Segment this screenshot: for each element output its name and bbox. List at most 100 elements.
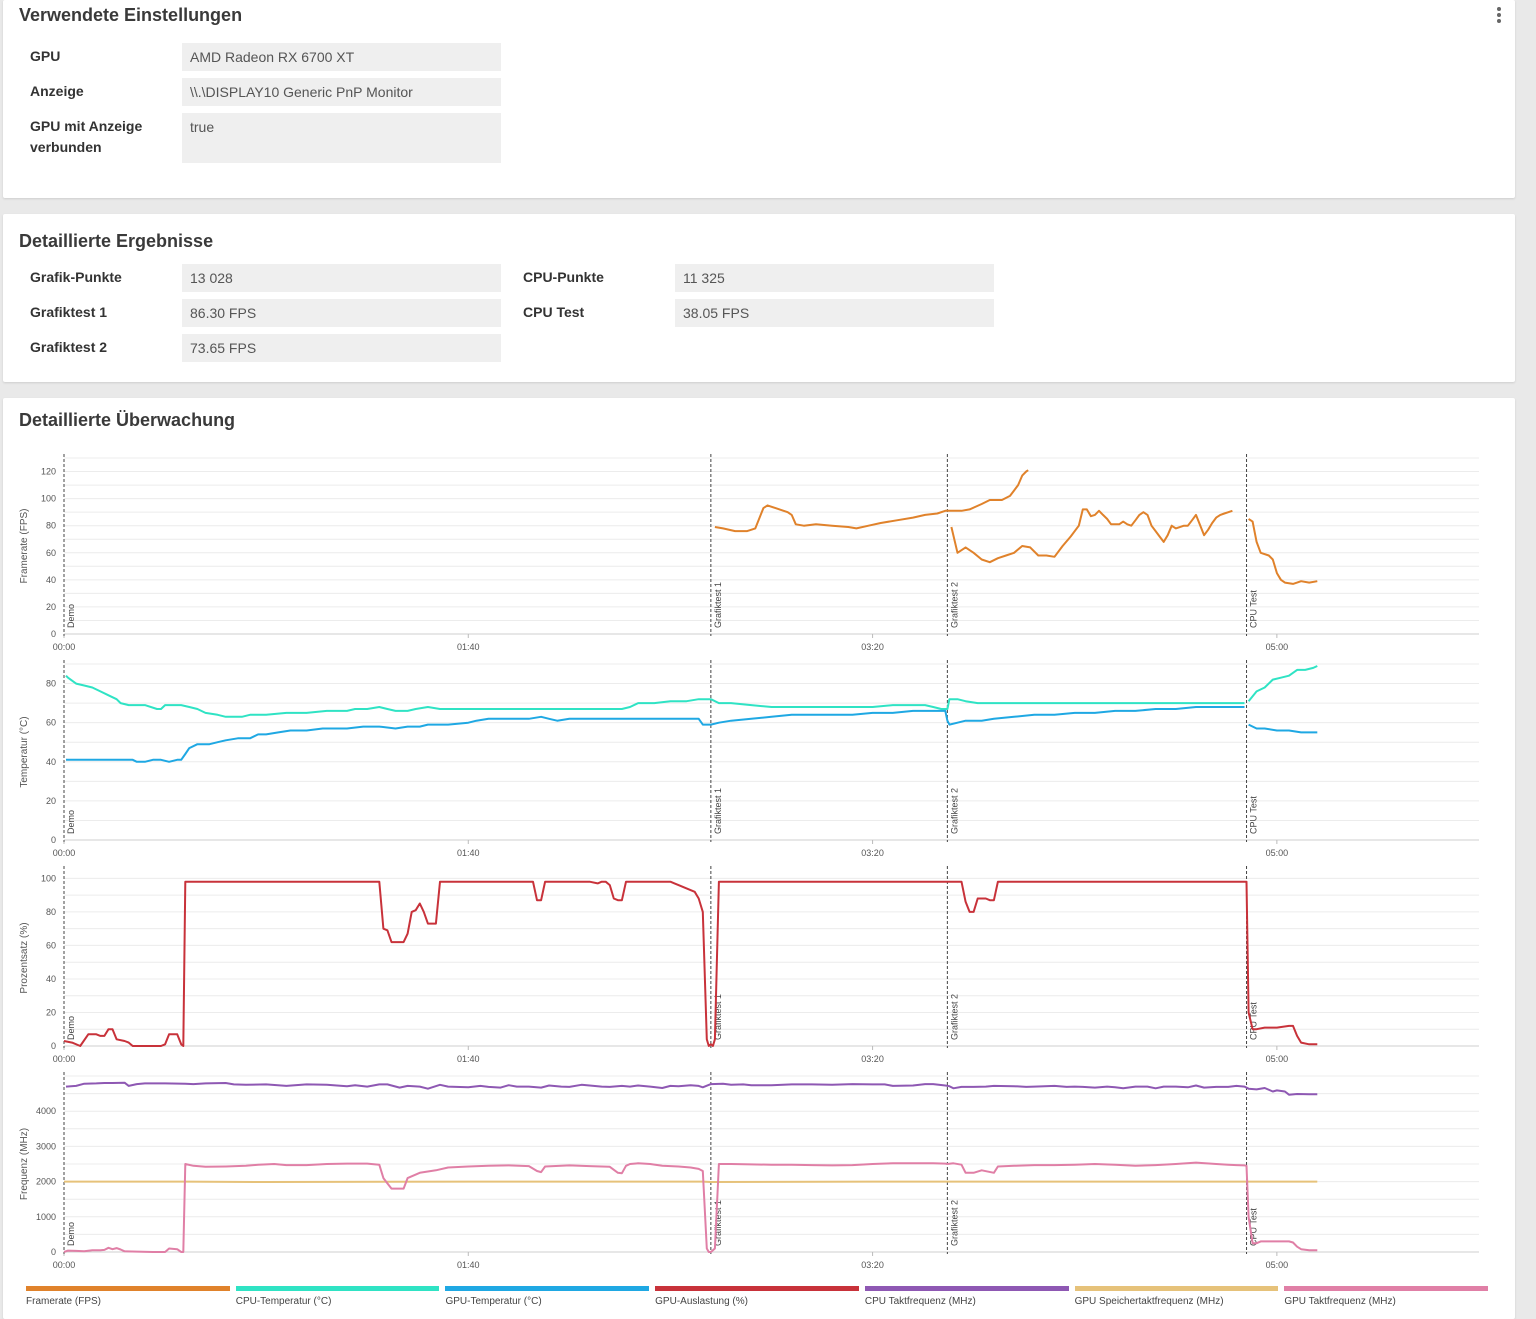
legend-item-gpu_clock[interactable]: GPU Taktfrequenz (MHz) <box>1284 1286 1489 1314</box>
results-value-graphics-test-1: 86.30 FPS <box>182 299 501 327</box>
series-line-cpu_clock <box>65 1081 1318 1096</box>
y-tick-label: 0 <box>51 835 56 845</box>
series-line-gpu_temp <box>66 706 1245 763</box>
x-tick-label: 03:20 <box>861 848 884 858</box>
x-tick-label: 05:00 <box>1266 848 1289 858</box>
series-line-gpu_clock <box>63 1161 1318 1253</box>
y-tick-label: 100 <box>41 494 56 504</box>
y-tick-label: 40 <box>46 575 56 585</box>
legend-label: GPU Speichertaktfrequenz (MHz) <box>1074 1296 1224 1307</box>
results-value-cpu-test: 38.05 FPS <box>675 299 994 327</box>
results-value-graphics-score: 13 028 <box>182 264 501 292</box>
y-tick-label: 80 <box>46 679 56 689</box>
y-tick-label: 20 <box>46 602 56 612</box>
chart-panel-0: 0 20 40 60 80 100 120 Framerate (FPS) 00:00 01:40… <box>19 454 1479 652</box>
legend-label: GPU-Auslastung (%) <box>655 1296 748 1307</box>
y-tick-label: 20 <box>46 1007 56 1017</box>
y-tick-label: 120 <box>41 467 56 477</box>
x-tick-label: 00:00 <box>53 642 76 652</box>
series-line-gpu_load <box>63 880 1318 1047</box>
y-axis-label: Prozentsatz (%) <box>19 922 30 993</box>
legend-label: CPU Taktfrequenz (MHz) <box>864 1296 976 1307</box>
series-line-framerate <box>714 469 1029 533</box>
y-tick-label: 20 <box>46 796 56 806</box>
legend-item-framerate[interactable]: Framerate (FPS) <box>26 1286 230 1314</box>
results-label-graphics-test-2: Grafiktest 2 <box>30 339 108 355</box>
settings-label-gpu: GPU <box>30 48 61 64</box>
y-axis-label: Frequenz (MHz) <box>19 1128 30 1200</box>
series-line-framerate <box>950 508 1233 564</box>
legend-label: GPU Taktfrequenz (MHz) <box>1284 1296 1396 1307</box>
chart-legend: Framerate (FPS) CPU-Temperatur (°C) GPU-Te… <box>26 1286 1489 1314</box>
chart-panel-1: 0 20 40 60 80 Temperatur (°C) 00:00 01:40 03:20 0… <box>19 660 1479 858</box>
x-tick-label: 00:00 <box>53 1054 76 1064</box>
legend-item-cpu_clock[interactable]: CPU Taktfrequenz (MHz) <box>864 1286 1069 1314</box>
y-tick-label: 40 <box>46 757 56 767</box>
legend-label: CPU-Temperatur (°C) <box>235 1296 332 1307</box>
results-label-graphics-score: Grafik-Punkte <box>30 269 122 285</box>
phase-marker-label: CPU Test <box>1249 796 1259 834</box>
more-options-icon[interactable] <box>1497 7 1501 23</box>
phase-marker-label: Grafiktest 1 <box>713 582 723 628</box>
results-card: Detaillierte Ergebnisse Grafik-Punkte 13… <box>3 214 1515 382</box>
y-tick-label: 0 <box>51 629 56 639</box>
phase-marker-label: CPU Test <box>1249 590 1259 628</box>
chart-panel-2: 0 20 40 60 80 100 Prozentsatz (%) 00:00 01:40 03:… <box>19 866 1479 1064</box>
phase-marker-label: Grafiktest 2 <box>949 1200 959 1246</box>
legend-swatch <box>1074 1286 1279 1291</box>
results-label-graphics-test-1: Grafiktest 1 <box>30 304 108 320</box>
legend-swatch <box>445 1286 650 1291</box>
x-tick-label: 01:40 <box>457 1260 480 1270</box>
settings-label-connected: GPU mit Anzeige verbunden <box>30 118 143 155</box>
y-tick-label: 3000 <box>36 1141 56 1151</box>
legend-label: GPU-Temperatur (°C) <box>445 1296 542 1307</box>
settings-value-gpu: AMD Radeon RX 6700 XT <box>182 43 501 71</box>
x-tick-label: 05:00 <box>1266 1260 1289 1270</box>
results-title: Detaillierte Ergebnisse <box>19 231 214 251</box>
y-axis-label: Temperatur (°C) <box>19 716 30 787</box>
y-tick-label: 60 <box>46 718 56 728</box>
phase-marker-label: Demo <box>66 810 76 834</box>
settings-value-display: \\.\DISPLAY10 Generic PnP Monitor <box>182 78 501 106</box>
x-tick-label: 00:00 <box>53 848 76 858</box>
y-tick-label: 60 <box>46 548 56 558</box>
legend-item-gpu_temp[interactable]: GPU-Temperatur (°C) <box>445 1286 650 1314</box>
legend-item-gpu_load[interactable]: GPU-Auslastung (%) <box>655 1286 859 1314</box>
series-line-cpu_temp <box>1247 665 1318 702</box>
y-tick-label: 0 <box>51 1247 56 1257</box>
phase-marker-label: CPU Test <box>1249 1208 1259 1246</box>
y-tick-label: 4000 <box>36 1106 56 1116</box>
results-label-cpu-test: CPU Test <box>523 304 585 320</box>
phase-marker-label: CPU Test <box>1249 1002 1259 1040</box>
x-tick-label: 05:00 <box>1266 642 1289 652</box>
legend-swatch <box>235 1286 440 1291</box>
x-tick-label: 01:40 <box>457 1054 480 1064</box>
phase-marker-label: Grafiktest 2 <box>949 994 959 1040</box>
x-tick-label: 03:20 <box>861 1260 884 1270</box>
y-tick-label: 2000 <box>36 1177 56 1187</box>
results-label-cpu-score: CPU-Punkte <box>523 269 604 285</box>
series-line-framerate <box>1248 518 1318 585</box>
x-tick-label: 01:40 <box>457 642 480 652</box>
phase-marker-label: Grafiktest 1 <box>713 1200 723 1246</box>
series-line-cpu_temp <box>65 674 1245 718</box>
legend-swatch <box>864 1286 1069 1291</box>
results-value-cpu-score: 11 325 <box>675 264 994 292</box>
y-tick-label: 0 <box>51 1041 56 1051</box>
phase-marker-label: Grafiktest 2 <box>949 582 959 628</box>
settings-title: Verwendete Einstellungen <box>19 5 243 25</box>
series-line-gpu_temp <box>1248 723 1318 734</box>
chart-panel-3: 0 1000 2000 3000 4000 Frequenz (MHz) 00:00 01:4… <box>19 1072 1479 1270</box>
y-tick-label: 1000 <box>36 1212 56 1222</box>
legend-item-gpu_mem_clock[interactable]: GPU Speichertaktfrequenz (MHz) <box>1074 1286 1279 1314</box>
phase-marker-label: Demo <box>66 1016 76 1040</box>
x-tick-label: 01:40 <box>457 848 480 858</box>
legend-swatch <box>1284 1286 1489 1291</box>
legend-swatch <box>26 1286 230 1291</box>
x-tick-label: 03:20 <box>861 642 884 652</box>
monitoring-title: Detaillierte Überwachung <box>19 410 236 430</box>
x-tick-label: 05:00 <box>1266 1054 1289 1064</box>
phase-marker-label: Demo <box>66 1222 76 1246</box>
y-tick-label: 80 <box>46 521 56 531</box>
legend-item-cpu_temp[interactable]: CPU-Temperatur (°C) <box>235 1286 440 1314</box>
